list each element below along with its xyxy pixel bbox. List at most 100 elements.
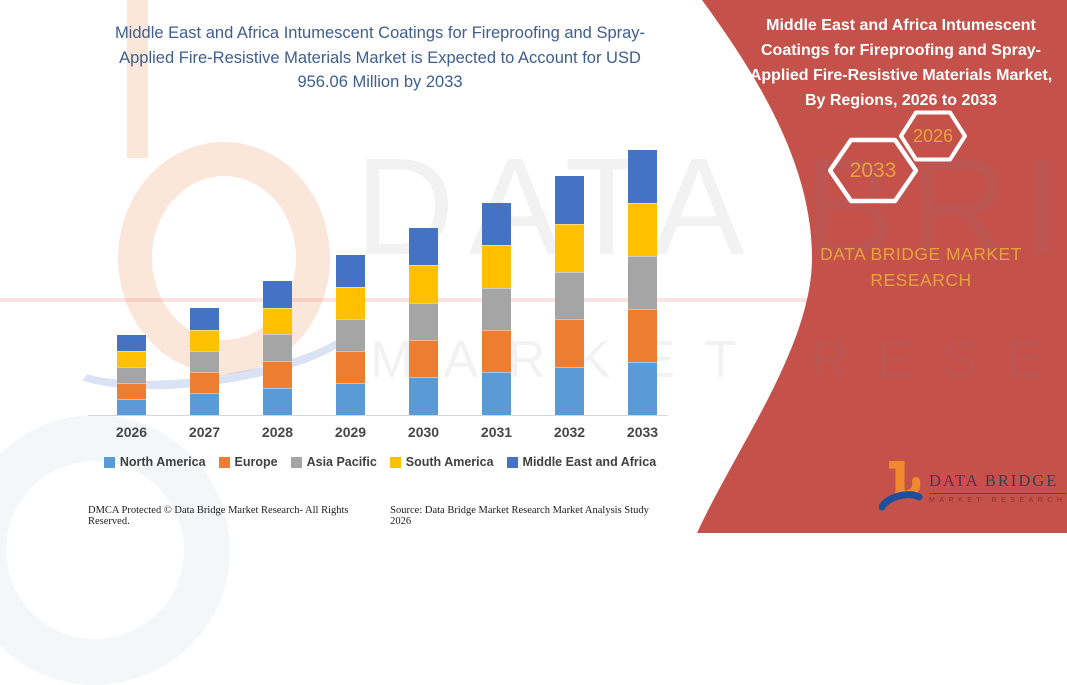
red-side-panel	[697, 0, 1067, 533]
bar-segment-europe	[190, 372, 219, 394]
bar-segment-asia-pacific	[555, 271, 584, 320]
bar-segment-middle-east-and-africa	[190, 308, 219, 330]
stacked-bar-2027	[190, 308, 219, 415]
x-tick-label-2028: 2028	[261, 424, 294, 440]
badge-hexagon-2026: 2026	[899, 110, 967, 162]
bar-segment-south-america	[555, 223, 584, 272]
bar-segment-north-america	[117, 398, 146, 415]
company-logo: DATA BRIDGE MARKET RESEARCH	[879, 461, 1067, 513]
logo-name: DATA BRIDGE	[929, 471, 1067, 494]
bar-segment-europe	[482, 329, 511, 373]
stacked-bar-2031	[482, 203, 511, 415]
bar-segment-middle-east-and-africa	[482, 203, 511, 246]
legend-item-middle-east-and-africa: Middle East and Africa	[506, 455, 657, 469]
bar-segment-north-america	[190, 393, 219, 415]
bar-segment-middle-east-and-africa	[628, 150, 657, 204]
bar-segment-middle-east-and-africa	[117, 334, 146, 351]
legend-swatch-icon	[506, 456, 518, 468]
bar-segment-south-america	[190, 329, 219, 351]
legend-swatch-icon	[389, 456, 401, 468]
stacked-bar-2026	[117, 334, 146, 415]
legend-item-europe: Europe	[218, 455, 278, 469]
bar-segment-asia-pacific	[336, 318, 365, 351]
chart-column-2030	[387, 130, 460, 415]
stacked-bar-2028	[263, 281, 292, 415]
footer-source-text: Source: Data Bridge Market Research Mark…	[390, 505, 649, 527]
bar-segment-asia-pacific	[263, 334, 292, 362]
logo-subtitle: MARKET RESEARCH	[929, 496, 1067, 504]
legend-label: Europe	[234, 455, 278, 469]
legend-label: Middle East and Africa	[522, 455, 657, 469]
legend-label: South America	[405, 455, 494, 469]
bar-segment-middle-east-and-africa	[336, 254, 365, 287]
x-tick-label-2026: 2026	[115, 424, 148, 440]
hexagon-outline-icon	[828, 137, 918, 204]
legend-item-south-america: South America	[389, 455, 494, 469]
chart-column-2026	[95, 130, 168, 415]
bar-segment-asia-pacific	[628, 256, 657, 309]
legend-swatch-icon	[290, 456, 302, 468]
chart-title: Middle East and Africa Intumescent Coati…	[114, 24, 646, 91]
stacked-bar-2033	[628, 150, 657, 415]
bar-segment-europe	[409, 339, 438, 378]
stacked-bar-2032	[555, 175, 584, 415]
stacked-bar-2030	[409, 228, 438, 415]
footer-dmca-text: DMCA Protected © Data Bridge Market Rese…	[88, 505, 349, 527]
badge-hexagon-2033: 2033	[828, 137, 918, 204]
bar-segment-north-america	[482, 372, 511, 415]
x-tick-label-2027: 2027	[188, 424, 221, 440]
legend-label: North America	[119, 455, 206, 469]
logo-text-block: DATA BRIDGE MARKET RESEARCH	[929, 471, 1067, 504]
bar-segment-europe	[628, 308, 657, 362]
panel-title: Middle East and Africa Intumescent Coati…	[749, 17, 1053, 109]
bar-segment-asia-pacific	[190, 350, 219, 373]
bar-segment-asia-pacific	[409, 302, 438, 340]
chart-column-2032	[533, 130, 606, 415]
bar-segment-europe	[117, 382, 146, 399]
badge-start-year: 2026	[912, 125, 954, 146]
bar-segment-north-america	[263, 388, 292, 415]
bar-segment-south-america	[117, 350, 146, 367]
bar-segment-south-america	[409, 265, 438, 303]
x-tick-label-2032: 2032	[553, 424, 586, 440]
bar-segment-south-america	[336, 286, 365, 319]
chart-column-2029	[314, 130, 387, 415]
chart-column-2033	[606, 130, 679, 415]
legend-swatch-icon	[103, 456, 115, 468]
chart-column-2028	[241, 130, 314, 415]
bar-segment-middle-east-and-africa	[555, 175, 584, 224]
legend-item-asia-pacific: Asia Pacific	[290, 455, 377, 469]
chart-columns	[95, 130, 679, 415]
hexagon-outline-icon	[899, 110, 967, 162]
bar-segment-europe	[263, 361, 292, 389]
bar-segment-asia-pacific	[482, 287, 511, 330]
chart-column-2027	[168, 130, 241, 415]
legend-label: Asia Pacific	[306, 455, 377, 469]
bar-segment-europe	[555, 319, 584, 367]
bar-segment-south-america	[628, 203, 657, 257]
data-bridge-b-icon	[879, 461, 923, 511]
x-axis-labels: 2026 2027 2028 2029 2030 2031 2032 2033	[95, 424, 679, 440]
legend-item-north-america: North America	[103, 455, 206, 469]
bar-segment-north-america	[336, 382, 365, 415]
chart-column-2031	[460, 130, 533, 415]
panel-brand-text: DATA BRIDGE MARKET RESEARCH	[820, 244, 1022, 290]
stacked-bar-2029	[336, 254, 365, 415]
x-tick-label-2029: 2029	[334, 424, 367, 440]
bar-segment-north-america	[628, 361, 657, 415]
x-tick-label-2030: 2030	[407, 424, 440, 440]
x-tick-label-2031: 2031	[480, 424, 513, 440]
chart-legend: North America Europe Asia Pacific South Ame…	[80, 455, 680, 469]
footer: DMCA Protected © Data Bridge Market Rese…	[88, 505, 670, 527]
bar-segment-asia-pacific	[117, 366, 146, 383]
badge-end-year: 2033	[849, 158, 897, 182]
bar-segment-north-america	[555, 367, 584, 415]
bar-segment-south-america	[263, 307, 292, 335]
x-axis-line	[88, 415, 668, 416]
bar-segment-middle-east-and-africa	[263, 281, 292, 308]
legend-swatch-icon	[218, 456, 230, 468]
bar-segment-europe	[336, 350, 365, 383]
bar-segment-middle-east-and-africa	[409, 228, 438, 266]
bar-segment-south-america	[482, 245, 511, 288]
